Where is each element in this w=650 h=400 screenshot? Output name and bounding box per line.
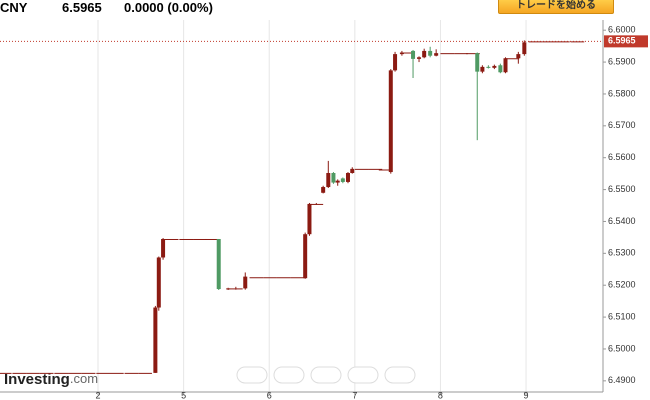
zoom-in[interactable] bbox=[347, 366, 379, 384]
candle-body bbox=[378, 169, 393, 171]
candle-body bbox=[505, 58, 520, 60]
candle-body bbox=[249, 277, 264, 279]
candle-body bbox=[309, 203, 324, 205]
candle-body bbox=[226, 288, 231, 290]
y-tick-label: 6.4900 bbox=[608, 375, 636, 385]
candle-body bbox=[179, 238, 194, 240]
candle-body bbox=[138, 372, 152, 374]
candle-body bbox=[401, 52, 415, 54]
candle-body bbox=[68, 372, 82, 374]
nav-buttons bbox=[236, 366, 416, 384]
last-price-label: 6.5965 bbox=[608, 36, 636, 46]
y-tick-label: 6.6000 bbox=[608, 25, 636, 35]
candle-body bbox=[480, 66, 485, 72]
candle-body bbox=[411, 50, 416, 59]
y-tick-label: 6.5100 bbox=[608, 311, 636, 321]
x-tick-label: 8 bbox=[438, 390, 443, 400]
x-tick-label: 6 bbox=[267, 390, 272, 400]
candle-body bbox=[276, 277, 291, 279]
watermark-brand: Investing bbox=[4, 371, 70, 388]
candle-body bbox=[417, 57, 422, 59]
candle-body bbox=[81, 372, 96, 374]
candle-body bbox=[335, 180, 340, 183]
candle-body bbox=[161, 238, 166, 258]
candle-body bbox=[243, 276, 248, 289]
y-tick-label: 6.5700 bbox=[608, 120, 636, 130]
candle-body bbox=[156, 257, 161, 308]
candle-body bbox=[331, 173, 336, 183]
y-tick-label: 6.5800 bbox=[608, 88, 636, 98]
candle-body bbox=[321, 187, 326, 193]
y-tick-label: 6.5500 bbox=[608, 184, 636, 194]
change: 0.0000 (0.00%) bbox=[124, 0, 213, 15]
candle-body bbox=[345, 173, 350, 182]
candle-body bbox=[522, 42, 527, 55]
candle-body bbox=[124, 372, 139, 374]
y-tick-label: 6.5200 bbox=[608, 280, 636, 290]
candle-body bbox=[570, 41, 585, 43]
x-tick-label: 2 bbox=[96, 390, 101, 400]
candle-body bbox=[354, 168, 369, 170]
symbol: CNY bbox=[0, 0, 28, 15]
y-tick-label: 6.5600 bbox=[608, 152, 636, 162]
nav-left[interactable] bbox=[236, 366, 268, 384]
candle-body bbox=[516, 54, 521, 59]
nav-right[interactable] bbox=[384, 366, 416, 384]
candle-body bbox=[263, 277, 277, 279]
candle-body bbox=[216, 238, 221, 290]
candle-body bbox=[434, 53, 439, 56]
candle-body bbox=[228, 288, 243, 290]
candle-body bbox=[96, 372, 111, 374]
candle-body bbox=[486, 66, 491, 68]
x-tick-label: 7 bbox=[352, 390, 357, 400]
last-price-tag bbox=[604, 35, 648, 48]
x-tick-label: 5 bbox=[181, 390, 186, 400]
candle-body bbox=[326, 173, 331, 188]
y-tick-label: 6.5300 bbox=[608, 248, 636, 258]
candle-body bbox=[0, 372, 12, 374]
price: 6.5965 bbox=[62, 0, 102, 15]
trade-button[interactable]: トレードを始める bbox=[498, 0, 614, 14]
candle-body bbox=[492, 65, 497, 68]
candle-body bbox=[110, 372, 124, 374]
reset[interactable] bbox=[310, 366, 342, 384]
watermark: Investing.com bbox=[4, 371, 98, 388]
candle-body bbox=[290, 277, 305, 279]
watermark-suffix: .com bbox=[70, 371, 98, 386]
candle-body bbox=[26, 372, 40, 374]
candle-body bbox=[556, 41, 570, 43]
y-tick-label: 6.5900 bbox=[608, 56, 636, 66]
candle-body bbox=[466, 53, 480, 55]
candle-body bbox=[54, 372, 69, 374]
candle-body bbox=[12, 372, 27, 374]
candle-body bbox=[388, 70, 393, 173]
candle-body bbox=[498, 65, 503, 73]
candle-body bbox=[205, 238, 219, 240]
candle-body bbox=[153, 307, 158, 373]
candle-body bbox=[164, 238, 179, 240]
candle-body bbox=[39, 372, 54, 374]
candle-body bbox=[475, 53, 480, 72]
x-tick-label: 9 bbox=[524, 390, 529, 400]
candle-body bbox=[454, 53, 468, 55]
candle-body bbox=[303, 234, 308, 279]
candle-body bbox=[350, 168, 355, 174]
candle-body bbox=[528, 41, 543, 43]
candle-body bbox=[393, 54, 398, 71]
candle-body bbox=[440, 53, 455, 55]
candle-body bbox=[340, 178, 345, 182]
zoom-out[interactable] bbox=[273, 366, 305, 384]
candle-body bbox=[428, 50, 433, 56]
y-tick-label: 6.5400 bbox=[608, 216, 636, 226]
candle-body bbox=[422, 50, 427, 58]
y-tick-label: 6.5000 bbox=[608, 343, 636, 353]
candle-body bbox=[368, 168, 383, 170]
candle-body bbox=[307, 203, 312, 235]
candle-body bbox=[503, 58, 508, 73]
candle-body bbox=[193, 238, 207, 240]
